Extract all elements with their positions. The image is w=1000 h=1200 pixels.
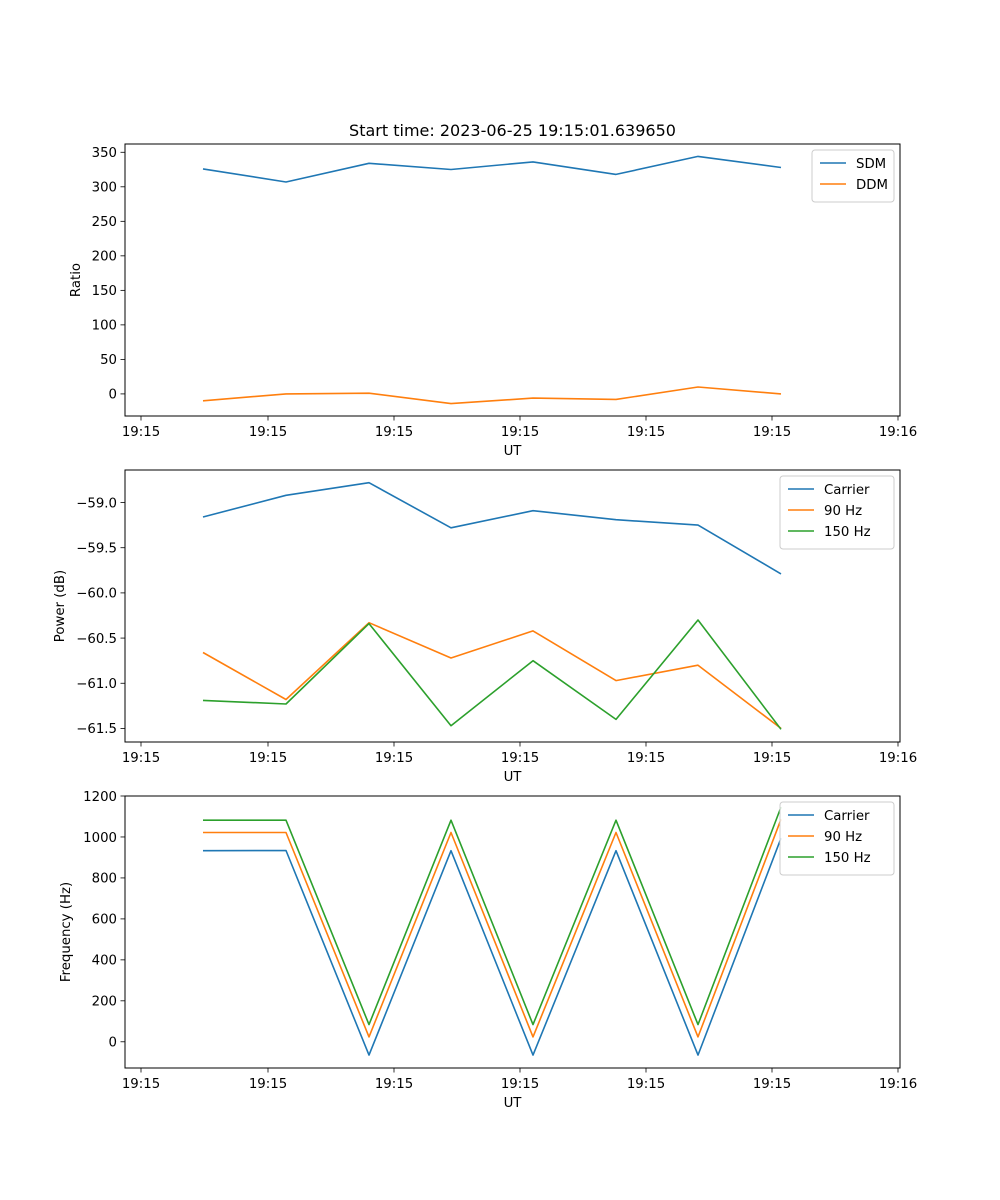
chart2-x-tick-label: 19:15	[122, 751, 160, 766]
chart3-series-carrier-line	[202, 837, 782, 1056]
chart3-x-tick-label: 19:15	[627, 1077, 665, 1092]
chart2-y-axis-label: Power (dB)	[53, 570, 68, 642]
chart2-y-tick-label: −59.0	[76, 496, 117, 511]
chart3-x-tick-label: 19:16	[879, 1077, 917, 1092]
chart1-series-sdm-line	[202, 155, 782, 183]
chart2-x-tick-label: 19:15	[249, 751, 287, 766]
chart1-x-tick-label: 19:15	[753, 425, 791, 440]
chart1-x-tick-label: 19:15	[627, 425, 665, 440]
chart2-y-tick-label: −61.5	[76, 722, 117, 737]
chart2-legend-label: 90 Hz	[824, 504, 862, 519]
chart2-series-150-hz-line	[202, 619, 782, 730]
chart1-y-tick-label: 250	[92, 215, 117, 230]
chart1-x-tick-label: 19:16	[879, 425, 917, 440]
chart1-y-tick-label: 200	[92, 250, 117, 265]
chart2-x-axis-label: UT	[504, 770, 523, 785]
chart3-legend-label: 150 Hz	[824, 851, 871, 866]
chart1-y-tick-label: 100	[92, 319, 117, 334]
chart2-x-tick-label: 19:16	[879, 751, 917, 766]
chart2-legend-label: 150 Hz	[824, 525, 871, 540]
chart3-series-150-hz-line	[203, 806, 782, 1026]
chart3-y-tick-label: 400	[92, 954, 117, 969]
chart2-x-tick-label: 19:15	[627, 751, 665, 766]
chart2-y-tick-label: −60.5	[76, 632, 117, 647]
chart2-x-tick-label: 19:15	[753, 751, 791, 766]
chart1-y-tick-label: 350	[92, 146, 117, 161]
chart3-x-axis-label: UT	[504, 1096, 523, 1111]
chart3-y-tick-label: 1200	[83, 790, 117, 805]
chart1-x-tick-label: 19:15	[375, 425, 413, 440]
chart2-y-tick-label: −60.0	[76, 587, 117, 602]
chart1-y-axis-label: Ratio	[69, 263, 84, 297]
chart1-x-tick-label: 19:15	[501, 425, 539, 440]
chart2-axes-frame	[124, 469, 901, 743]
chart1-y-tick-label: 300	[92, 181, 117, 196]
chart1-y-tick-label: 150	[92, 284, 117, 299]
chart3-x-tick-label: 19:15	[122, 1077, 160, 1092]
chart1-axes-frame	[124, 143, 901, 417]
chart2-x-tick-label: 19:15	[501, 751, 539, 766]
chart1-x-tick-label: 19:15	[249, 425, 287, 440]
chart3-y-tick-label: 0	[109, 1036, 117, 1051]
chart3-x-tick-label: 19:15	[249, 1077, 287, 1092]
chart2-series-90-hz-line	[202, 621, 782, 730]
chart3-y-tick-label: 200	[92, 995, 117, 1010]
chart2-x-tick-label: 19:15	[375, 751, 413, 766]
chart3-x-tick-label: 19:15	[501, 1077, 539, 1092]
chart2-y-tick-label: −59.5	[76, 542, 117, 557]
figure-title: Start time: 2023-06-25 19:15:01.639650	[349, 121, 676, 140]
chart2-series-carrier-line	[202, 481, 782, 575]
chart3-legend-label: 90 Hz	[824, 830, 862, 845]
chart1-x-axis-label: UT	[504, 444, 523, 459]
chart3-axes-frame	[124, 795, 901, 1069]
chart3-y-tick-label: 800	[92, 872, 117, 887]
chart1-legend-label: DDM	[856, 178, 888, 193]
chart3-legend-label: Carrier	[824, 809, 870, 824]
chart3-y-tick-label: 1000	[83, 831, 117, 846]
chart3-y-axis-label: Frequency (Hz)	[59, 882, 74, 982]
chart2-y-tick-label: −61.0	[76, 677, 117, 692]
chart1-x-tick-label: 19:15	[122, 425, 160, 440]
chart3-y-tick-label: 600	[92, 913, 117, 928]
chart1-y-tick-label: 0	[109, 388, 117, 403]
chart1-series-ddm-line	[202, 386, 782, 405]
chart3-series-90-hz-line	[203, 819, 782, 1038]
chart2-legend-label: Carrier	[824, 483, 870, 498]
chart1-legend-label: SDM	[856, 157, 886, 172]
chart3-x-tick-label: 19:15	[375, 1077, 413, 1092]
chart1-y-tick-label: 50	[100, 353, 117, 368]
chart3-x-tick-label: 19:15	[753, 1077, 791, 1092]
